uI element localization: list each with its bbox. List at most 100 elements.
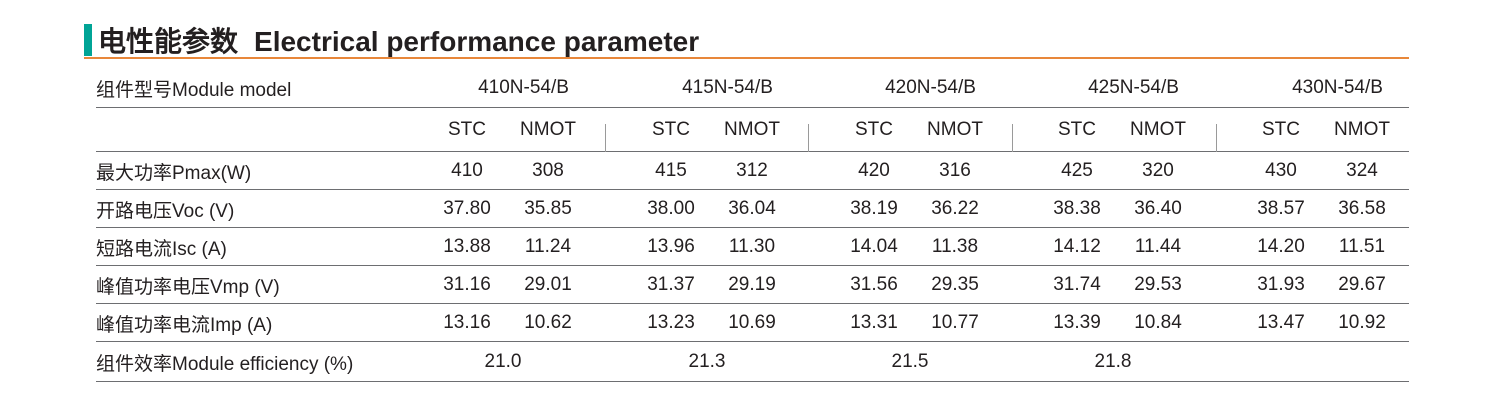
row-divider: [96, 303, 1409, 304]
parameter-row: 开路电压Voc (V) 37.80 35.85 38.00 36.04 38.19 36.2…: [84, 190, 1409, 228]
stc-header: STC: [855, 119, 893, 140]
nmot-value: 10.77: [931, 312, 979, 333]
row-divider: [96, 227, 1409, 228]
row-divider: [96, 341, 1409, 342]
stc-value: 425: [1061, 160, 1093, 181]
nmot-value: 10.69: [728, 312, 776, 333]
group-separator: [1216, 124, 1217, 152]
stc-value: 37.80: [443, 198, 491, 219]
stc-value: 13.23: [647, 312, 695, 333]
row-divider: [96, 381, 1409, 382]
stc-value: 31.37: [647, 274, 695, 295]
model-name: 410N-54/B: [478, 77, 569, 98]
model-header-row: 组件型号Module model 410N-54/B 415N-54/B 420N-5…: [84, 68, 1409, 108]
stc-value: 31.74: [1053, 274, 1101, 295]
model-name: 415N-54/B: [682, 77, 773, 98]
nmot-value: 312: [736, 160, 768, 181]
stc-value: 14.20: [1257, 236, 1305, 257]
parameter-label: 开路电压Voc (V): [96, 200, 235, 222]
stc-value: 13.88: [443, 236, 491, 257]
group-separator: [605, 124, 606, 152]
nmot-value: 11.30: [728, 236, 776, 257]
stc-header: STC: [1058, 119, 1096, 140]
stc-value: 415: [655, 160, 687, 181]
row-divider: [96, 189, 1409, 190]
nmot-value: 36.04: [728, 198, 776, 219]
nmot-value: 11.38: [931, 236, 979, 257]
condition-header-row: STC NMOT STC NMOT STC NMOT STC NMOT STC NMOT: [84, 108, 1409, 152]
nmot-value: 36.58: [1338, 198, 1386, 219]
group-separator: [808, 124, 809, 152]
nmot-header: NMOT: [1130, 119, 1186, 140]
nmot-value: 324: [1346, 160, 1378, 181]
nmot-value: 11.24: [524, 236, 572, 257]
efficiency-value: 21.3: [688, 351, 726, 372]
stc-value: 13.47: [1257, 312, 1305, 333]
stc-value: 31.93: [1257, 274, 1305, 295]
nmot-header: NMOT: [927, 119, 983, 140]
group-separator: [1012, 124, 1013, 152]
parameter-label: 峰值功率电压Vmp (V): [96, 276, 280, 298]
title-underline: [84, 57, 1409, 59]
stc-value: 410: [451, 160, 483, 181]
parameter-label: 短路电流Isc (A): [96, 238, 227, 260]
stc-value: 31.56: [850, 274, 898, 295]
stc-value: 14.12: [1053, 236, 1101, 257]
nmot-value: 29.19: [728, 274, 776, 295]
parameter-row: 峰值功率电流Imp (A) 13.16 10.62 13.23 10.69 13.31 10…: [84, 304, 1409, 342]
nmot-value: 10.92: [1338, 312, 1386, 333]
stc-value: 38.57: [1257, 198, 1305, 219]
efficiency-value: 21.8: [1094, 351, 1132, 372]
stc-header: STC: [1262, 119, 1300, 140]
nmot-header: NMOT: [520, 119, 576, 140]
efficiency-value: 21.0: [484, 351, 522, 372]
nmot-value: 308: [532, 160, 564, 181]
model-label: 组件型号Module model: [96, 79, 292, 101]
nmot-value: 316: [939, 160, 971, 181]
efficiency-row: 组件效率Module efficiency (%) 21.0 21.3 21.5 21.…: [84, 342, 1409, 382]
nmot-value: 11.44: [1134, 236, 1182, 257]
nmot-header: NMOT: [724, 119, 780, 140]
stc-value: 13.31: [850, 312, 898, 333]
nmot-value: 10.62: [524, 312, 572, 333]
nmot-value: 320: [1142, 160, 1174, 181]
stc-value: 31.16: [443, 274, 491, 295]
nmot-value: 36.40: [1134, 198, 1182, 219]
nmot-value: 29.53: [1134, 274, 1182, 295]
parameter-row: 最大功率Pmax(W) 410 308 415 312 420 316 425 320 430 32…: [84, 152, 1409, 190]
model-name: 425N-54/B: [1088, 77, 1179, 98]
nmot-value: 10.84: [1134, 312, 1182, 333]
stc-value: 38.00: [647, 198, 695, 219]
parameter-label: 峰值功率电流Imp (A): [96, 314, 273, 336]
stc-value: 38.19: [850, 198, 898, 219]
nmot-value: 36.22: [931, 198, 979, 219]
nmot-value: 35.85: [524, 198, 572, 219]
stc-value: 13.96: [647, 236, 695, 257]
nmot-header: NMOT: [1334, 119, 1390, 140]
stc-value: 38.38: [1053, 198, 1101, 219]
parameter-label: 最大功率Pmax(W): [96, 162, 252, 184]
title-accent-bar: [84, 24, 92, 56]
row-divider: [96, 107, 1409, 108]
stc-value: 13.39: [1053, 312, 1101, 333]
parameter-row: 峰值功率电压Vmp (V) 31.16 29.01 31.37 29.19 31.56 29…: [84, 266, 1409, 304]
nmot-value: 29.35: [931, 274, 979, 295]
row-divider: [96, 265, 1409, 266]
section-title: 电性能参数 Electrical performance parameter: [98, 20, 699, 60]
nmot-value: 11.51: [1338, 236, 1386, 257]
stc-header: STC: [652, 119, 690, 140]
section-title-cn: 电性能参数: [98, 26, 239, 57]
efficiency-value: 21.5: [891, 351, 929, 372]
stc-header: STC: [448, 119, 486, 140]
section-title-en: Electrical performance parameter: [254, 26, 700, 57]
stc-value: 13.16: [443, 312, 491, 333]
efficiency-label: 组件效率Module efficiency (%): [96, 353, 354, 375]
stc-value: 430: [1265, 160, 1297, 181]
stc-value: 14.04: [850, 236, 898, 257]
stc-value: 420: [858, 160, 890, 181]
nmot-value: 29.67: [1338, 274, 1386, 295]
model-name: 430N-54/B: [1292, 77, 1383, 98]
parameter-row: 短路电流Isc (A) 13.88 11.24 13.96 11.30 14.04 11.3…: [84, 228, 1409, 266]
nmot-value: 29.01: [524, 274, 572, 295]
model-name: 420N-54/B: [885, 77, 976, 98]
